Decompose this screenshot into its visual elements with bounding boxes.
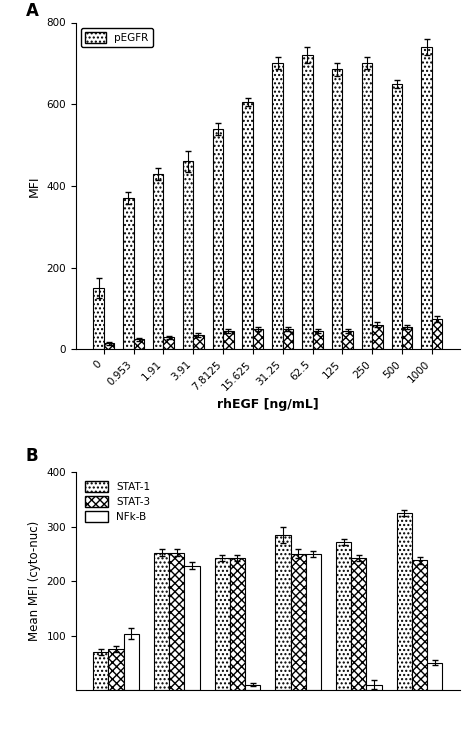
Bar (397, 513, 412, 690)
Bar (215, 558, 230, 690)
Bar (342, 331, 353, 350)
X-axis label: rhEGF [ng/mL]: rhEGF [ng/mL] (217, 398, 319, 410)
Bar (184, 566, 200, 690)
Bar (312, 331, 323, 350)
Bar (245, 685, 260, 690)
Y-axis label: Mean MFI (cyto-nuc): Mean MFI (cyto-nuc) (28, 521, 41, 641)
Bar (366, 685, 382, 690)
Bar (123, 198, 134, 350)
Bar (243, 102, 253, 350)
Bar (93, 652, 109, 690)
Bar (291, 554, 306, 690)
Bar (283, 329, 293, 350)
Y-axis label: MFI: MFI (28, 176, 41, 196)
Bar (223, 331, 234, 350)
Bar (213, 129, 223, 350)
Bar (154, 553, 169, 690)
Bar (93, 288, 104, 350)
Bar (427, 663, 442, 690)
Bar (183, 161, 193, 350)
Bar (332, 70, 342, 350)
Bar (432, 319, 442, 350)
Text: A: A (26, 2, 39, 20)
Bar (302, 56, 312, 350)
Bar (230, 558, 245, 690)
Bar (336, 542, 351, 690)
Bar (392, 84, 402, 350)
Bar (253, 329, 264, 350)
Bar (372, 325, 383, 350)
Bar (169, 553, 184, 690)
Bar (134, 339, 144, 350)
Legend: pEGFR: pEGFR (81, 28, 153, 47)
Bar (275, 535, 291, 690)
Bar (306, 554, 321, 690)
Bar (124, 634, 139, 690)
Bar (421, 47, 432, 350)
Bar (412, 560, 427, 690)
Bar (164, 338, 174, 350)
Text: B: B (26, 447, 38, 465)
Bar (193, 335, 204, 350)
Bar (351, 558, 366, 690)
Bar (362, 63, 372, 350)
Legend: STAT-1, STAT-3, NFk-B: STAT-1, STAT-3, NFk-B (81, 477, 155, 526)
Bar (104, 344, 114, 350)
Bar (272, 63, 283, 350)
Bar (109, 650, 124, 690)
Bar (153, 174, 164, 350)
Bar (402, 327, 412, 350)
